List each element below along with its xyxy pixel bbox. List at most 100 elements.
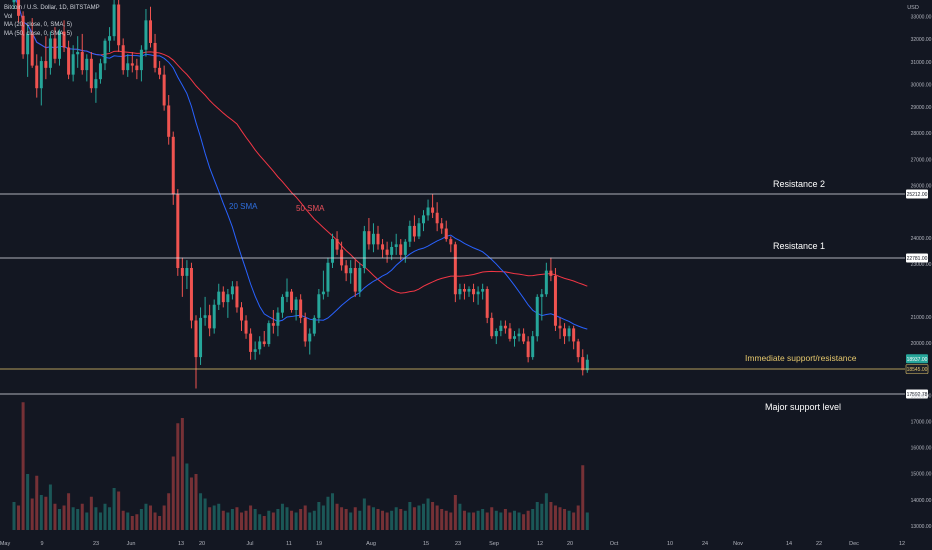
candle xyxy=(481,283,485,300)
candle-body xyxy=(412,225,416,237)
candle-body xyxy=(262,341,266,345)
candle xyxy=(58,29,61,66)
volume-bar xyxy=(267,510,271,530)
candle-body xyxy=(499,325,503,331)
horizontal-levels[interactable]: 25212.00 22781.00 18937.00 18545.00 17592.78 xyxy=(0,189,929,399)
volume-bar xyxy=(208,507,212,530)
candle-body xyxy=(340,249,344,266)
x-tick-label: 23 xyxy=(455,541,461,547)
candle xyxy=(472,283,476,303)
candle xyxy=(230,281,234,300)
ma50-indicator-label[interactable]: MA (50, close, 0, SMA, 5) xyxy=(4,30,73,37)
candle xyxy=(226,289,230,318)
x-tick-label: 13 xyxy=(178,541,184,547)
candle-body xyxy=(149,20,152,43)
volume-bar xyxy=(522,514,526,530)
candle xyxy=(576,338,580,363)
volume-bar xyxy=(563,509,567,530)
y-tick-label: 17000.00 xyxy=(911,419,932,425)
candle xyxy=(558,317,562,339)
volume-bar xyxy=(212,505,216,530)
candle xyxy=(508,323,512,342)
candle-body xyxy=(171,136,175,195)
volume-bar xyxy=(285,507,289,530)
volume-bar xyxy=(139,509,143,530)
candle-body xyxy=(62,31,66,48)
volume-bar xyxy=(585,512,589,530)
volume-bar xyxy=(340,507,344,530)
candle-body xyxy=(467,289,471,292)
volume-bar xyxy=(271,512,275,530)
candle xyxy=(308,328,312,355)
y-tick-label: 24000.00 xyxy=(911,236,932,242)
volume-bar xyxy=(44,496,48,530)
candle xyxy=(108,27,112,53)
candle xyxy=(494,328,498,345)
volume-bar xyxy=(194,474,198,530)
candle xyxy=(144,9,148,57)
volume-bar xyxy=(403,510,407,530)
candle xyxy=(294,296,298,321)
ma20-indicator-label[interactable]: MA (20, close, 0, SMA, 5) xyxy=(4,22,73,28)
candle-body xyxy=(167,105,171,137)
volume-bar xyxy=(394,507,398,530)
candle-body xyxy=(53,38,57,59)
candle xyxy=(39,56,43,106)
volume-bar xyxy=(581,465,585,530)
volume-bar xyxy=(17,505,21,530)
candle xyxy=(290,289,294,313)
candle xyxy=(112,0,116,41)
candle-body xyxy=(280,296,284,313)
candle xyxy=(467,286,471,297)
symbol-title[interactable]: Bitcoin / U.S. Dollar, 1D, BITSTAMP xyxy=(4,5,100,11)
volume-indicator-label[interactable]: Vol xyxy=(4,13,13,20)
x-tick-label: Dec xyxy=(849,541,859,547)
immediate-support-annotation: Immediate support/resistance xyxy=(745,353,857,363)
x-tick-label: 22 xyxy=(816,541,822,547)
candle xyxy=(258,336,262,355)
volume-bar xyxy=(549,502,553,530)
candle xyxy=(280,294,284,318)
candle-body xyxy=(440,223,444,229)
candle xyxy=(221,286,225,308)
volume-bar xyxy=(371,507,375,530)
level-price-label: 25212.00 xyxy=(907,192,928,198)
candle xyxy=(271,310,275,334)
volume-bar xyxy=(112,488,116,530)
level-price-tag xyxy=(906,354,928,364)
currency-label: USD xyxy=(907,5,919,11)
ma50-line xyxy=(15,0,588,294)
candle-body xyxy=(240,307,243,321)
candle xyxy=(490,312,494,339)
candle-body xyxy=(563,328,567,337)
volume-bar xyxy=(121,510,125,530)
volume-bar xyxy=(130,516,134,530)
volume-bar xyxy=(417,505,421,530)
candle-body xyxy=(98,63,102,80)
candle-body xyxy=(540,294,544,297)
volume-bar xyxy=(367,505,371,530)
candle-body xyxy=(481,289,485,292)
volume-bar xyxy=(503,509,507,530)
volume-bar xyxy=(53,503,57,530)
candle-body xyxy=(103,40,107,64)
candle-body xyxy=(331,239,334,263)
candle-body xyxy=(431,207,435,213)
candle-body xyxy=(176,194,180,269)
volume-bar xyxy=(185,463,189,530)
candle xyxy=(130,52,134,73)
volume-bar xyxy=(412,507,416,530)
candle-body xyxy=(426,207,430,216)
candle xyxy=(422,210,425,232)
volume-bar xyxy=(48,484,52,530)
candle-body xyxy=(112,4,116,37)
volume-bar xyxy=(180,418,184,530)
volume-bar xyxy=(258,514,262,530)
candle-body xyxy=(258,341,262,350)
candle xyxy=(367,218,371,250)
candle xyxy=(121,38,125,75)
volume-bar xyxy=(531,509,535,530)
candle-body xyxy=(576,341,580,358)
volume-bar xyxy=(35,475,39,530)
